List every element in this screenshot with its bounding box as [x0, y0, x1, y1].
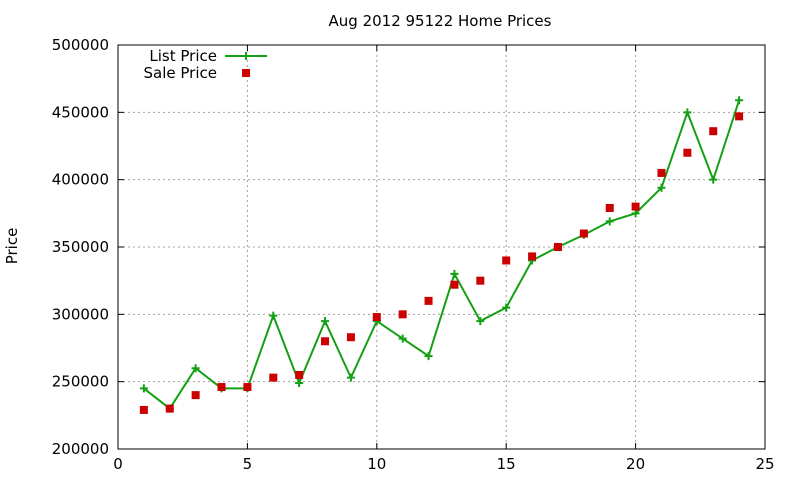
x-tick-label: 25: [755, 455, 774, 473]
x-tick-label: 0: [113, 455, 123, 473]
x-tick-label: 20: [626, 455, 645, 473]
y-tick-label: 400000: [52, 171, 109, 189]
grid: [118, 45, 765, 449]
data-point: [269, 311, 278, 320]
axes: [117, 44, 766, 450]
series-list-price: [139, 96, 744, 413]
data-point: [191, 364, 200, 373]
legend-swatch: [242, 69, 250, 77]
data-point: [372, 313, 381, 322]
data-point: [579, 229, 588, 238]
data-point: [605, 217, 614, 226]
legend-label: Sale Price: [144, 64, 217, 82]
data-point: [502, 256, 511, 265]
chart-title: Aug 2012 95122 Home Prices: [329, 12, 552, 30]
data-point: [424, 296, 433, 305]
plot-frame: [117, 44, 766, 450]
data-point: [243, 383, 252, 392]
data-point: [709, 127, 718, 136]
x-tick-label: 5: [243, 455, 253, 473]
data-point: [139, 405, 148, 414]
data-point: [657, 168, 666, 177]
y-tick-label: 450000: [52, 103, 109, 121]
series-line: [143, 99, 741, 411]
x-tick-label: 10: [367, 455, 386, 473]
data-point: [450, 269, 459, 278]
x-axis: 0 5 10 15 20 25: [113, 45, 775, 473]
data-point: [346, 333, 355, 342]
data-point: [683, 108, 692, 117]
data-point: [321, 337, 330, 346]
data-point: [269, 373, 278, 382]
data-point: [476, 317, 485, 326]
y-tick-label: 500000: [52, 36, 109, 54]
legend-label: List Price: [149, 47, 217, 65]
data-point: [295, 370, 304, 379]
y-tick-label: 250000: [52, 373, 109, 391]
data-point: [553, 243, 562, 251]
data-point: [631, 202, 640, 211]
data-point: [139, 384, 148, 393]
data-point: [321, 317, 330, 326]
series-sale-price: [139, 112, 744, 414]
data-point: [605, 203, 614, 212]
data-point: [735, 112, 744, 121]
data-point: [217, 383, 226, 392]
data-point: [657, 183, 666, 192]
data-point: [735, 96, 744, 105]
data-point: [631, 209, 640, 218]
data-point: [502, 303, 511, 312]
data-point: [398, 334, 407, 343]
y-axis-label: Price: [3, 228, 21, 265]
series: [139, 96, 744, 414]
y-axis: 200000 250000 300000 350000 400000 450000 5000…: [52, 36, 765, 458]
y-tick-label: 300000: [52, 305, 109, 323]
data-point: [683, 148, 692, 157]
y-tick-label: 200000: [52, 440, 109, 458]
x-tick-label: 15: [497, 455, 516, 473]
data-point: [709, 175, 718, 184]
legend-marker: [242, 52, 250, 60]
data-point: [450, 280, 459, 289]
data-point: [346, 373, 355, 382]
data-point: [528, 252, 537, 261]
y-tick-label: 350000: [52, 238, 109, 256]
data-point: [476, 276, 485, 285]
data-point: [165, 404, 174, 413]
data-point: [424, 352, 433, 361]
data-point: [398, 310, 407, 319]
data-point: [191, 391, 200, 400]
data-point: [295, 379, 304, 388]
